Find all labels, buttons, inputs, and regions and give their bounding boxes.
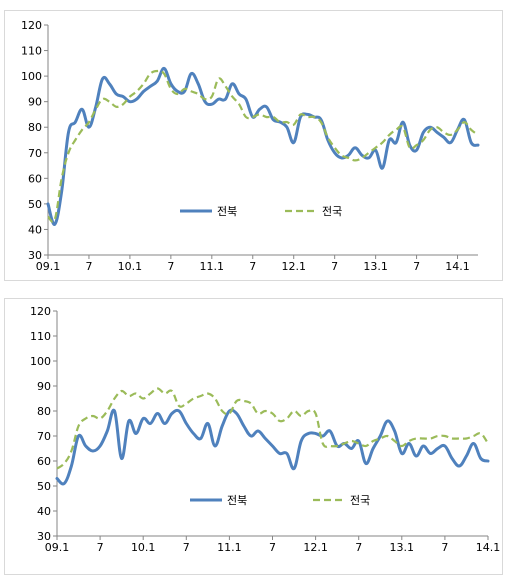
- top-x-tick-label: 12.1: [281, 260, 306, 273]
- top-x-tick-label: 10.1: [118, 260, 143, 273]
- top-legend-label-national: 전국: [322, 205, 342, 218]
- top-legend: 전북 전국: [180, 205, 342, 218]
- top-x-tick-label: 11.1: [200, 260, 225, 273]
- bottom-legend: 전북 전국: [190, 494, 370, 507]
- bottom-frame: [4, 298, 503, 575]
- top-x-tick-label: 09.1: [36, 260, 61, 273]
- bottom-y-tick-label: 90: [37, 380, 51, 393]
- bottom-y-tick-label: 30: [37, 530, 51, 543]
- bottom-series-line-national: [56, 387, 489, 470]
- bottom-x-tick-label: 09.1: [45, 541, 70, 554]
- bottom-x-tick-label: 7: [355, 541, 362, 554]
- bottom-y-tick-label: 120: [30, 305, 51, 318]
- top-frame: [4, 10, 503, 281]
- bottom-x-tick-label: 14.1: [476, 541, 501, 554]
- top-legend-label-jeonbuk: 전북: [217, 205, 237, 218]
- bottom-x-tick-label: 13.1: [390, 541, 415, 554]
- bottom-x-tick-label: 7: [441, 541, 448, 554]
- top-series-line-national: [47, 69, 479, 223]
- bottom-series-line-jeonbuk: [55, 408, 490, 486]
- top-y-tick-label: 40: [28, 223, 42, 236]
- top-y-tick-label: 50: [28, 198, 42, 211]
- bottom-x-tick-label: 10.1: [131, 541, 156, 554]
- top-y-tick-label: 100: [21, 70, 42, 83]
- top-x-tick-label: 14.1: [445, 260, 470, 273]
- top-y-tick-label: 80: [28, 121, 42, 134]
- top-x-tick-label: 7: [249, 260, 256, 273]
- top-x-tick-label: 7: [331, 260, 338, 273]
- top-y-tick-label: 30: [28, 249, 42, 262]
- top-y-tick-label: 70: [28, 147, 42, 160]
- bottom-y-tick-label: 80: [37, 405, 51, 418]
- top-y-tick-label: 90: [28, 96, 42, 109]
- top-y-tick-label: 120: [21, 19, 42, 32]
- chart-top: 30 40 50 60 70 80 90 100 110 120 09.1 7 10.1 7 11.1 7 12…: [4, 10, 503, 281]
- top-y-tick-label: 60: [28, 172, 42, 185]
- top-x-tick-label: 13.1: [363, 260, 388, 273]
- bottom-legend-label-jeonbuk: 전북: [227, 494, 247, 507]
- bottom-x-tick-label: 7: [183, 541, 190, 554]
- top-x-tick-label: 7: [167, 260, 174, 273]
- top-x-tick-label: 7: [85, 260, 92, 273]
- top-y-tick-label: 110: [21, 45, 42, 58]
- bottom-legend-label-national: 전국: [350, 494, 370, 507]
- chart-bottom: 30 40 50 60 70 80 90 100 110 120 09.1 7 10.1 7 11.1 7 12…: [0, 290, 513, 582]
- bottom-y-tick-label: 40: [37, 505, 51, 518]
- bottom-x-tick-label: 7: [97, 541, 104, 554]
- top-x-tick-label: 7: [413, 260, 420, 273]
- bottom-y-tick-label: 50: [37, 480, 51, 493]
- bottom-y-tick-label: 60: [37, 455, 51, 468]
- bottom-y-tick-label: 100: [30, 355, 51, 368]
- line-chart-top: 30 40 50 60 70 80 90 100 110 120 09.1 7 10.1 7 11.1 7 12…: [4, 10, 503, 281]
- line-chart-bottom: 30 40 50 60 70 80 90 100 110 120 09.1 7 10.1 7 11.1 7 12…: [4, 298, 503, 575]
- bottom-y-tick-label: 70: [37, 430, 51, 443]
- bottom-y-tick-label: 110: [30, 330, 51, 343]
- bottom-x-tick-label: 7: [269, 541, 276, 554]
- bottom-x-tick-label: 12.1: [303, 541, 328, 554]
- bottom-x-tick-label: 11.1: [217, 541, 242, 554]
- top-series-line-jeonbuk: [46, 66, 480, 226]
